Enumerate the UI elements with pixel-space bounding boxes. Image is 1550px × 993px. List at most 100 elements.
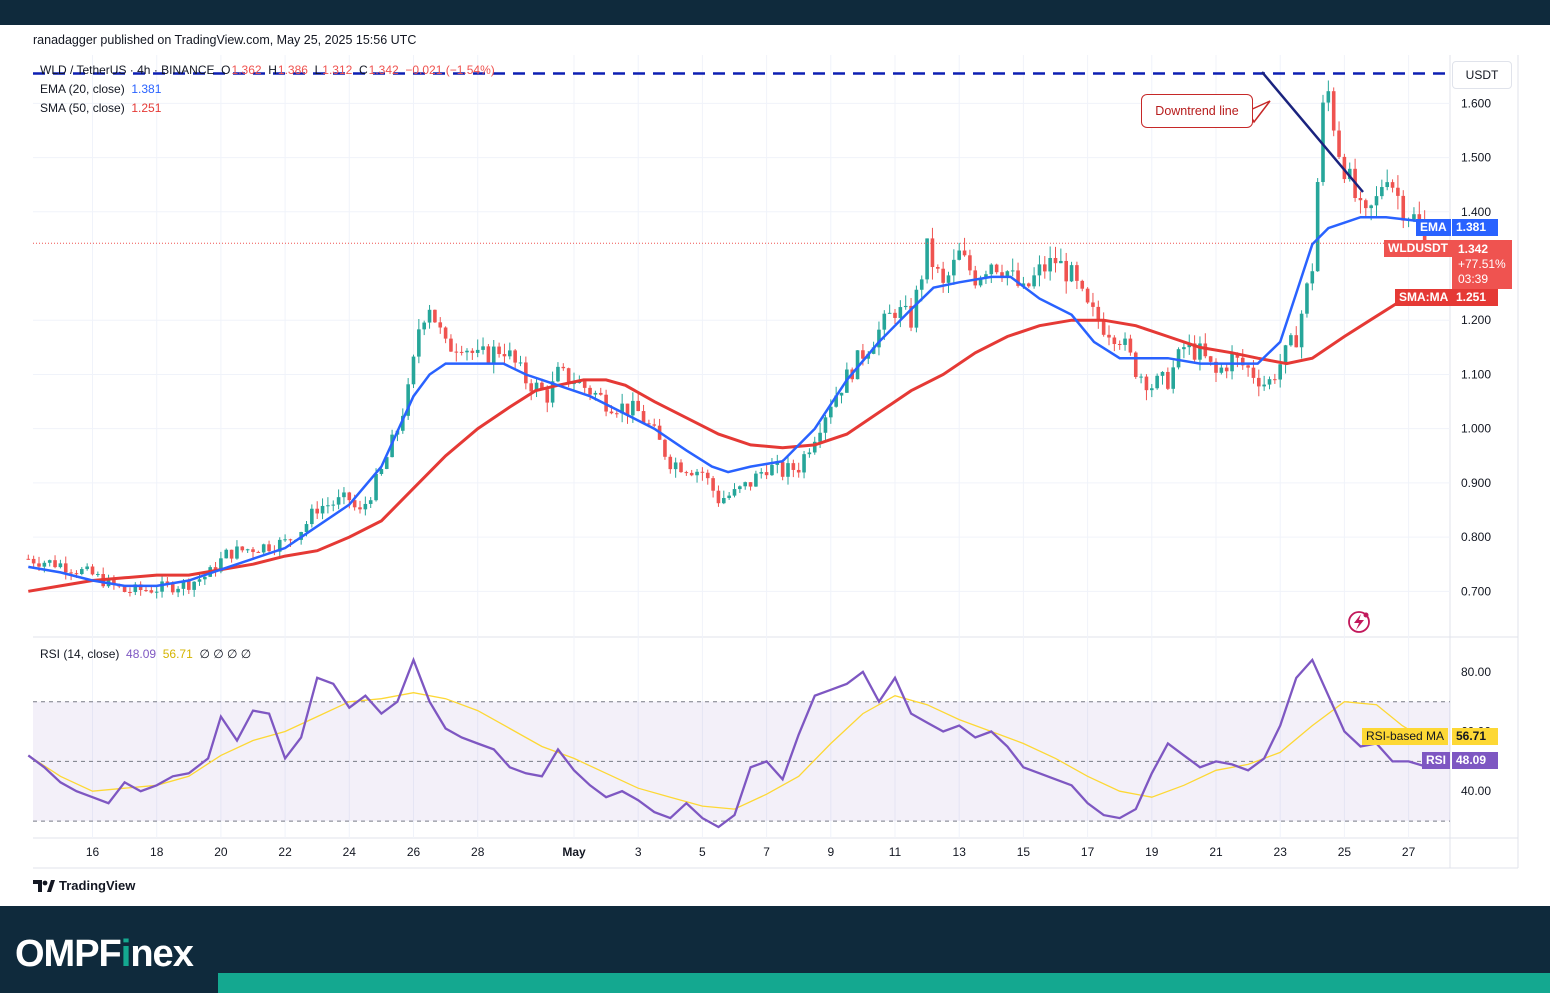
- price-tick-label: 0.700: [1461, 584, 1491, 598]
- candle-body: [796, 469, 801, 473]
- candle-body: [401, 415, 405, 431]
- candle-body: [459, 351, 464, 353]
- legend-high-label: H: [268, 63, 277, 77]
- candle-body: [572, 383, 576, 385]
- currency-button[interactable]: USDT: [1452, 61, 1512, 89]
- candle-body: [898, 307, 903, 318]
- legend-open-label: O: [221, 63, 231, 77]
- candle-body: [738, 486, 742, 490]
- time-tick-label: 7: [763, 845, 770, 859]
- sma-50-line[interactable]: [28, 291, 1429, 593]
- candle-body: [780, 462, 785, 477]
- rsi-line[interactable]: [27, 656, 1429, 829]
- candle-body: [834, 395, 838, 407]
- candle-body: [1364, 200, 1368, 209]
- candle-body: [994, 264, 999, 273]
- candle-body: [1026, 283, 1031, 287]
- legend-change: −0.021 (−1.54%): [405, 63, 495, 77]
- time-tick-label: 19: [1145, 845, 1159, 859]
- candle-body: [1321, 102, 1325, 183]
- price-tick-label: 0.900: [1461, 476, 1491, 490]
- candle-body: [770, 464, 774, 476]
- candle-body: [1401, 195, 1406, 221]
- legend-rsi-ma-value: 56.71: [162, 647, 193, 661]
- candle-body: [422, 322, 426, 330]
- candle-body: [930, 238, 935, 268]
- time-tick-label: 20: [214, 845, 228, 859]
- rsi-tag-value: 48.09: [1452, 752, 1498, 769]
- candle-body: [1198, 343, 1202, 360]
- lightning-icon[interactable]: [1348, 611, 1370, 633]
- time-tick-label: 13: [953, 845, 967, 859]
- time-axis[interactable]: 16 18 20 22 24 26 28 May 3 5 7 9 11 13 15 17 19 21 23 25 27: [86, 845, 1416, 859]
- published-caption: ranadagger published on TradingView.com,…: [33, 33, 417, 47]
- candle-body: [31, 558, 36, 564]
- candle-body: [513, 350, 517, 363]
- tradingview-logo-text: TradingView: [59, 878, 136, 893]
- candle-body: [1069, 265, 1074, 282]
- candle-body: [256, 551, 261, 553]
- candle-body: [524, 362, 528, 384]
- candle-body: [759, 472, 764, 474]
- time-tick-label: 25: [1338, 845, 1352, 859]
- candle-body: [181, 580, 186, 589]
- candle-body: [973, 270, 978, 286]
- time-tick-label: 26: [407, 845, 421, 859]
- candle-body: [615, 413, 619, 415]
- candle-body: [74, 573, 79, 575]
- candle-body: [652, 424, 657, 426]
- rsi-ma-line[interactable]: [27, 692, 1429, 810]
- candle-body: [1171, 367, 1175, 389]
- candle-body: [1315, 182, 1320, 272]
- tradingview-logo-icon: [33, 879, 55, 892]
- candle-body: [288, 539, 293, 541]
- price-tag-box: 1.342 +77.51% 03:39: [1452, 240, 1512, 289]
- legend-sma-label: SMA (50, close): [40, 101, 125, 115]
- price-tag-value: 1.342: [1458, 242, 1489, 256]
- candle-body: [631, 400, 635, 416]
- downtrend-line[interactable]: [1261, 71, 1364, 193]
- candle-body: [561, 366, 566, 369]
- candle-body: [807, 452, 812, 455]
- price-axis[interactable]: 1.600 1.500 1.400 1.200 1.100 1.000 0.900 0.800…: [1461, 96, 1491, 598]
- downtrend-callout[interactable]: Downtrend line: [1141, 94, 1253, 128]
- candle-body: [1075, 265, 1079, 281]
- rsi-ma-tag: RSI-based MA: [1362, 728, 1449, 745]
- time-tick-label: 17: [1081, 845, 1095, 859]
- rsi-tag: RSI: [1422, 752, 1451, 769]
- candle-body: [984, 274, 988, 278]
- candle-body: [1283, 345, 1288, 365]
- legend-ema-label: EMA (20, close): [40, 82, 125, 96]
- brand-logo: OMPFinex: [15, 933, 194, 976]
- candle-body: [518, 362, 523, 364]
- candle-body: [1299, 313, 1304, 348]
- time-tick-label: 11: [889, 845, 902, 859]
- candle-body: [1032, 275, 1036, 287]
- tradingview-logo[interactable]: TradingView: [33, 878, 135, 893]
- candle-body: [42, 562, 47, 567]
- candle-body: [192, 581, 196, 590]
- legend-rsi-value: 48.09: [126, 647, 157, 661]
- candle-body: [936, 267, 940, 269]
- candle-body: [283, 539, 287, 541]
- candle-body: [470, 350, 475, 353]
- candle-body: [823, 417, 828, 433]
- price-chart[interactable]: 1.600 1.500 1.400 1.200 1.100 1.000 0.900 0.800…: [0, 0, 1550, 906]
- candle-body: [545, 389, 550, 403]
- candle-body: [1224, 367, 1229, 372]
- candle-body: [903, 305, 908, 308]
- legend-symbol: WLD / TetherUS · 4h · BINANCE: [40, 63, 215, 77]
- candle-body: [486, 346, 491, 363]
- candle-body: [449, 338, 453, 352]
- candle-body: [1005, 271, 1010, 278]
- candle-body: [957, 250, 961, 260]
- candle-body: [1331, 91, 1336, 131]
- candle-body: [1240, 357, 1245, 366]
- price-pane[interactable]: [33, 55, 1450, 637]
- candle-body: [540, 382, 544, 390]
- candle-body: [1251, 367, 1256, 378]
- ema-20-line[interactable]: [28, 215, 1429, 588]
- candle-body: [433, 309, 437, 323]
- legend-sma: SMA (50, close) 1.251: [40, 101, 161, 115]
- candle-body: [588, 387, 592, 395]
